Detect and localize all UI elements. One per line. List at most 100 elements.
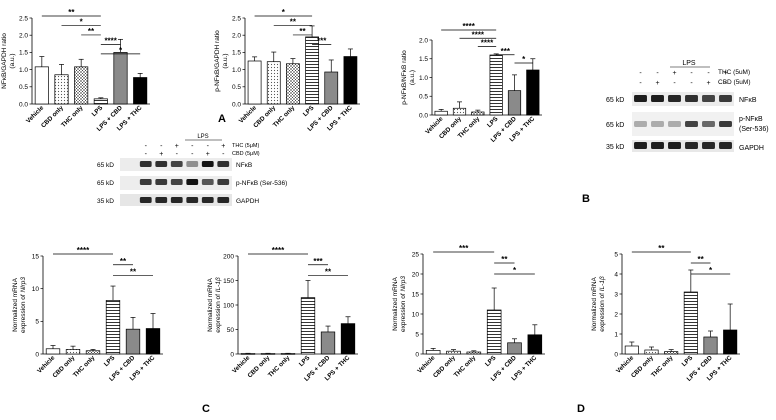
y-axis-label: Normalized mRNA — [12, 277, 19, 331]
x-tick-label: LPS — [486, 115, 500, 129]
blot-b-band — [634, 142, 647, 149]
y-tick-label: 0 — [614, 351, 618, 358]
y-axis-label-gene: IL-1β — [215, 277, 222, 292]
bar — [125, 328, 141, 355]
y-tick-label: 0 — [230, 351, 234, 358]
x-tick-label: THC only — [650, 354, 675, 379]
y-tick-label: 15 — [32, 253, 40, 260]
y-tick-label: 2.0 — [419, 37, 428, 44]
blot-a-thc-label: THC (5μM) — [232, 143, 259, 149]
blot-b-band — [668, 142, 681, 149]
significance-label: * — [709, 266, 713, 275]
blot-b-band — [668, 121, 681, 127]
significance-label: ** — [325, 268, 332, 277]
y-axis-label-gene: Nlrp3 — [400, 276, 407, 292]
bar — [45, 348, 61, 355]
significance-label: ** — [120, 257, 127, 266]
significance-label: ** — [68, 8, 75, 17]
significance-label: * — [119, 46, 123, 55]
y-tick-label: 0.5 — [419, 94, 428, 101]
y-axis-label: p-NFκB/GAPDH ratio — [214, 30, 221, 92]
y-axis-label: expression of Nlrp3 — [400, 276, 407, 332]
blot-b-treatment-sign: - — [707, 70, 710, 77]
significance-label: **** — [77, 246, 90, 255]
blot-a-band-pnfkb: p-NFκB (Ser-536) — [236, 180, 287, 187]
blot-b-treatment-sign: - — [639, 70, 642, 77]
blot-a-treatment-sign: - — [160, 143, 163, 150]
y-axis-label-part: expression of — [599, 291, 606, 331]
bar — [286, 63, 300, 105]
blot-b-treatment-sign: - — [656, 70, 659, 77]
y-tick-label: 1.0 — [19, 67, 28, 74]
y-tick-label: 0.5 — [232, 84, 241, 91]
panel-letter-a: A — [218, 113, 226, 125]
blot-a-kd-3: 35 kD — [97, 198, 114, 205]
significance-label: *** — [317, 36, 327, 45]
y-tick-label: 2 — [614, 311, 618, 318]
bar — [446, 350, 461, 355]
bar — [624, 345, 639, 355]
blot-b-treatment-signs: - - + - - + - + - - + - — [639, 70, 727, 87]
y-tick-label: 0.5 — [19, 84, 28, 91]
bar — [74, 66, 89, 105]
y-axis-label-part: expression of — [400, 292, 407, 332]
panel-letter-c: C — [202, 403, 210, 415]
blot-a-kd-1: 65 kD — [97, 162, 114, 169]
x-tick-label: THC only — [267, 354, 292, 379]
blot-a-band — [186, 161, 199, 167]
bar — [105, 300, 121, 355]
y-tick-label: 2.5 — [19, 15, 28, 22]
significance-label: *** — [501, 47, 511, 56]
x-tick-label: LPS — [103, 354, 117, 368]
blot-b-treatment-sign: + — [723, 70, 727, 77]
blot-a-treatment-sign: + — [159, 151, 163, 158]
blot-a-band — [139, 197, 152, 203]
bar — [280, 353, 296, 355]
blot-a-treatment-sign: - — [191, 143, 194, 150]
y-tick-label: 1.5 — [232, 50, 241, 57]
y-tick-label: 1.5 — [419, 56, 428, 63]
y-tick-label: 4 — [614, 271, 618, 278]
significance-label: *** — [459, 244, 469, 253]
blot-a-band — [155, 197, 168, 203]
blot-b-band — [685, 142, 698, 149]
y-tick-label: 100 — [223, 302, 234, 309]
bar — [34, 66, 49, 105]
y-axis-label: (a.u.) — [9, 53, 16, 68]
y-axis-label: Normalized mRNA — [207, 277, 214, 331]
blot-b-lps-label: LPS — [682, 60, 696, 67]
bar-chart-4: 0 5 10 15 Normalized mRNA expression of Nlrp3… — [12, 246, 163, 383]
blot-a-treatment-sign: + — [221, 143, 225, 150]
blot-a-band — [217, 179, 230, 185]
x-tick-label: THC only — [72, 354, 97, 379]
blot-a-band — [217, 197, 230, 203]
blot-b-kd-1: 65 kD — [606, 97, 624, 104]
y-tick-label: 1 — [614, 331, 618, 338]
blot-a-lps-label: LPS — [197, 134, 208, 140]
bar — [247, 60, 262, 105]
bar — [664, 351, 679, 355]
y-tick-label: 15 — [412, 291, 420, 298]
bar — [489, 54, 503, 116]
significance-label: **** — [481, 39, 494, 48]
blot-b-band — [651, 121, 664, 127]
blot-b-band — [634, 121, 647, 127]
x-tick-label: THC only — [60, 104, 85, 129]
significance-label: * — [513, 266, 517, 275]
y-axis-label: NFκB/GAPDH ratio — [1, 33, 8, 89]
significance-label: ** — [299, 27, 306, 36]
blot-a-band-gapdh: GAPDH — [236, 198, 259, 205]
bar — [507, 342, 522, 355]
bar — [305, 36, 319, 105]
significance-label: ** — [88, 27, 95, 36]
blot-a-band — [186, 179, 199, 185]
blot-b-band — [719, 95, 732, 102]
bar — [723, 329, 738, 355]
y-tick-label: 0.0 — [19, 101, 28, 108]
x-tick-label: LPS — [91, 104, 105, 118]
bar-chart-5: 0 50 100 150 200 Normalized mRNA expression of… — [207, 246, 358, 383]
bar — [320, 331, 336, 355]
blot-a-band — [139, 161, 152, 167]
blot-a-band — [217, 161, 230, 167]
y-tick-label: 5 — [35, 319, 39, 326]
